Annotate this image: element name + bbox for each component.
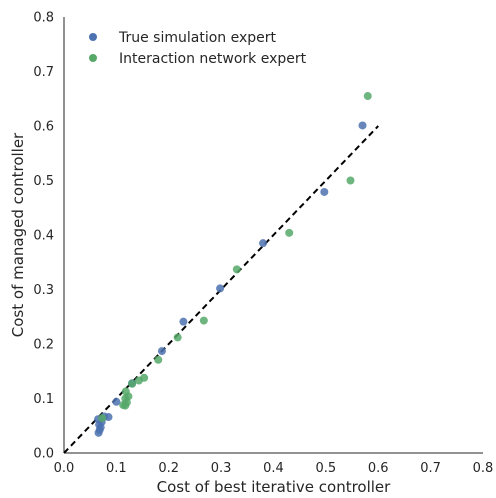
y-tick-label: 0.3 — [33, 283, 54, 298]
x-tick-label: 0.8 — [473, 461, 494, 476]
interaction-network-point — [121, 387, 130, 396]
true-simulation-point — [104, 413, 113, 422]
legend-label: True simulation expert — [118, 30, 277, 46]
y-tick-label: 0.8 — [33, 11, 54, 26]
y-tick-label: 0.1 — [33, 392, 54, 407]
true-simulation-point — [216, 284, 225, 293]
interaction-network-point — [154, 355, 163, 364]
y-tick-label: 0.4 — [33, 229, 54, 244]
x-tick-label: 0.7 — [420, 461, 441, 476]
interaction-network-point — [346, 176, 355, 185]
data-points — [94, 92, 372, 437]
y-tick-label: 0.2 — [33, 338, 54, 353]
legend: True simulation expert Interaction networ… — [89, 30, 307, 67]
x-axis-label: Cost of best iterative controller — [157, 478, 392, 496]
y-tick-label: 0.6 — [33, 120, 54, 135]
true-simulation-point — [358, 121, 367, 130]
interaction-network-point — [173, 333, 182, 342]
interaction-network-point — [140, 373, 149, 382]
interaction-network-point — [232, 265, 241, 274]
y-tick-label: 0.5 — [33, 174, 54, 189]
legend-marker — [89, 54, 97, 62]
true-simulation-point — [157, 347, 166, 356]
x-tick-label: 0.6 — [368, 461, 389, 476]
interaction-network-point — [363, 92, 372, 101]
legend-marker — [89, 33, 97, 41]
y-tick-label: 0.7 — [33, 65, 54, 80]
y-tick-label: 0.0 — [33, 447, 54, 462]
y-axis-label: Cost of managed controller — [9, 132, 27, 337]
legend-label: Interaction network expert — [119, 51, 307, 67]
x-tick-label: 0.1 — [106, 461, 127, 476]
interaction-network-point — [199, 316, 208, 325]
interaction-network-point — [98, 414, 107, 423]
x-tick-label: 0.3 — [211, 461, 232, 476]
true-simulation-point — [179, 317, 188, 326]
true-simulation-point — [259, 239, 268, 248]
true-simulation-point — [112, 397, 121, 406]
x-tick-label: 0.0 — [54, 461, 75, 476]
interaction-network-point — [128, 379, 137, 388]
axes: 0.0 0.1 0.2 0.3 0.4 0.5 0.6 0.7 0.8 0.0 0.1 0.2 0.3 0… — [33, 11, 493, 477]
x-tick-label: 0.4 — [263, 461, 284, 476]
x-tick-label: 0.5 — [316, 461, 337, 476]
interaction-network-point — [285, 228, 294, 237]
true-simulation-point — [320, 187, 329, 196]
x-tick-label: 0.2 — [158, 461, 179, 476]
